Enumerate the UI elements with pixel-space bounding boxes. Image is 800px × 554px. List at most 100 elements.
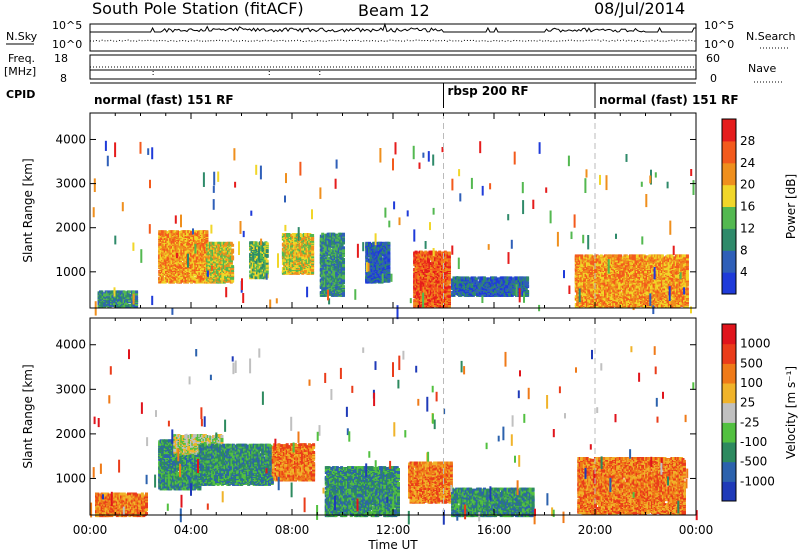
data-cell [416, 266, 419, 270]
data-cell [311, 255, 315, 259]
data-cell [387, 245, 391, 249]
data-cell [342, 291, 345, 294]
data-cell [413, 293, 417, 297]
data-cell [205, 230, 209, 234]
data-cell [258, 245, 262, 249]
data-cell [205, 238, 209, 242]
data-cell [188, 238, 192, 242]
data-cell [231, 272, 235, 276]
data-cell [107, 290, 111, 294]
data-cell [198, 242, 202, 246]
nave-label: Nave [748, 62, 776, 75]
cpid-mode-label: normal (fast) 151 RF [599, 93, 739, 107]
data-cell [231, 270, 235, 274]
data-cell [322, 276, 326, 280]
data-cell [436, 265, 440, 269]
data-cell [260, 271, 264, 275]
data-cell [342, 254, 345, 258]
data-cell [231, 275, 235, 279]
data-cell [425, 288, 429, 292]
data-cell [438, 250, 442, 254]
data-cell [311, 266, 315, 269]
data-cell [135, 290, 139, 294]
data-cell [231, 248, 235, 252]
data-cell [429, 283, 433, 287]
freq-tick-top: 18 [54, 52, 68, 65]
data-cell [112, 302, 116, 305]
data-cell [265, 261, 269, 265]
data-cell [218, 241, 222, 245]
nsky-label: N.Sky [6, 30, 38, 43]
noise-tick-bottom-right: 10^0 [704, 38, 734, 51]
data-cell [387, 277, 391, 281]
data-cell [287, 256, 291, 260]
data-cell [231, 250, 235, 254]
data-cell [265, 253, 269, 257]
data-cell [265, 269, 269, 273]
data-cell [163, 259, 167, 263]
data-cell [342, 241, 345, 245]
freq-unit-label: [MHz] [4, 65, 36, 78]
data-cell [211, 246, 215, 250]
data-cell [342, 273, 345, 277]
nsearch-trace [89, 39, 697, 43]
noise-tick-top-right: 10^5 [704, 19, 734, 32]
date-label: 08/Jul/2014 [594, 0, 685, 18]
data-cell [387, 279, 391, 283]
noise-tick-top: 10^5 [52, 19, 82, 32]
data-cell [265, 248, 269, 252]
freq-traces [90, 66, 696, 77]
data-cell [376, 276, 380, 280]
nsearch-label: N.Search [746, 30, 796, 43]
data-cell [311, 250, 315, 254]
data-cell [342, 285, 345, 289]
data-cell [319, 236, 323, 240]
data-cell [135, 292, 139, 296]
data-cell [387, 266, 391, 270]
data-cell [379, 254, 383, 258]
data-cell [130, 302, 134, 305]
data-cell [387, 254, 391, 258]
data-cell [229, 263, 233, 267]
data-cell [342, 293, 345, 297]
data-cell [191, 274, 195, 278]
data-cell [328, 247, 332, 251]
data-cell [387, 247, 391, 251]
data-cell [231, 265, 235, 269]
data-cell [300, 253, 303, 257]
data-cell [231, 257, 235, 261]
noise-panel-frame [89, 23, 697, 52]
data-cell [108, 292, 112, 296]
data-cell [438, 282, 442, 286]
data-cell [427, 257, 431, 261]
data-cell [339, 232, 343, 236]
data-cell [387, 251, 391, 255]
data-cell [342, 246, 345, 250]
nsky-trace [90, 22, 696, 33]
data-cell [135, 297, 139, 301]
data-cell [222, 244, 226, 248]
data-cell [429, 291, 433, 295]
data-cell [194, 239, 198, 243]
data-cell [311, 264, 315, 268]
data-cell [135, 303, 139, 306]
data-cell [184, 266, 188, 270]
data-cell [387, 259, 391, 263]
data-cell [366, 278, 370, 282]
data-cell [332, 270, 336, 274]
data-cell [128, 290, 132, 294]
data-cell [342, 258, 345, 261]
data-cell [321, 232, 325, 236]
data-cell [265, 271, 269, 275]
data-cell [387, 274, 391, 278]
noise-traces [89, 22, 697, 43]
data-cell [225, 270, 229, 273]
data-cell [135, 304, 139, 308]
data-cell [387, 269, 391, 272]
cpid-label: CPID [6, 88, 35, 101]
data-cell [342, 270, 345, 274]
data-cell [228, 245, 232, 249]
data-cell [135, 295, 139, 299]
nave-tick-bottom: 0 [710, 72, 717, 85]
